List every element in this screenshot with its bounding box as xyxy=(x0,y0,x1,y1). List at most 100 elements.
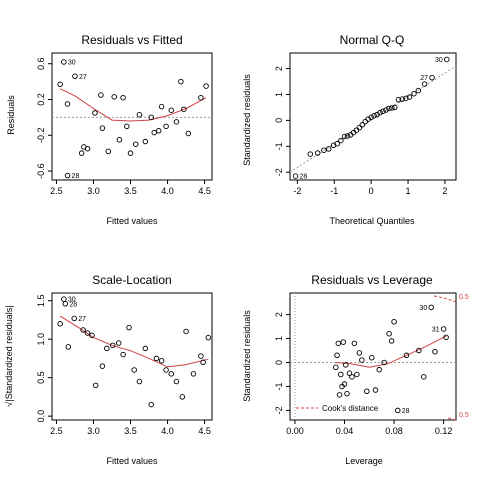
data-point xyxy=(362,118,369,125)
data-point xyxy=(368,114,374,121)
point-label: 27 xyxy=(78,316,86,323)
y-tick-label: -2 xyxy=(274,168,284,176)
smooth-line xyxy=(59,315,209,368)
plot-area: -2 -1 0 1 2 -2 -1 0 1 2 28 27 30 xyxy=(274,52,457,196)
data-point xyxy=(57,321,63,327)
data-point xyxy=(386,105,392,112)
data-point xyxy=(443,334,449,341)
data-point xyxy=(336,392,343,398)
data-point xyxy=(148,401,155,408)
data-point xyxy=(99,125,106,131)
data-point xyxy=(131,367,137,373)
data-point xyxy=(158,103,165,110)
data-point xyxy=(349,374,355,380)
data-point xyxy=(158,357,165,364)
x-tick-label: 4.0 xyxy=(161,186,174,196)
data-point xyxy=(92,110,98,116)
legend-entry: Cook's distance xyxy=(322,404,379,413)
y-axis-label: Standardized residuals xyxy=(242,310,252,402)
data-point xyxy=(341,133,348,140)
data-point xyxy=(380,108,386,115)
data-point xyxy=(163,367,169,373)
data-point xyxy=(314,150,321,156)
data-point xyxy=(307,151,314,157)
data-point xyxy=(84,330,91,336)
data-point xyxy=(364,388,370,394)
panel-normal-qq: Normal Q-Q Theoretical Quantiles Standar… xyxy=(242,33,457,226)
plot-area: 2.5 3.0 3.5 4.0 4.5 -0.6 -0.2 0.2 0.6 30 28 27 xyxy=(36,52,213,196)
data-point xyxy=(395,96,402,103)
data-point xyxy=(124,123,130,130)
point-label: 28 xyxy=(69,301,77,308)
cooks-contour xyxy=(433,295,457,303)
point-label: 27 xyxy=(420,75,428,82)
chart-title: Normal Q-Q xyxy=(340,33,405,47)
x-tick-label: 3.5 xyxy=(124,186,137,196)
data-point xyxy=(403,352,410,359)
x-axis-label: Fitted values xyxy=(106,216,158,226)
data-point xyxy=(321,147,327,153)
y-tick-label: 0.0 xyxy=(36,410,46,423)
y-tick-label: -2 xyxy=(274,406,284,414)
panel-residuals-vs-fitted: Residuals vs Fitted Fitted values Residu… xyxy=(6,33,213,226)
data-point xyxy=(342,362,349,368)
data-point xyxy=(392,104,398,111)
y-tick-label: 2 xyxy=(274,66,284,71)
data-point xyxy=(346,370,353,377)
data-point xyxy=(344,390,350,397)
y-tick-label: -1 xyxy=(274,382,284,390)
x-tick-label: 0.12 xyxy=(435,426,453,436)
data-point xyxy=(415,87,422,94)
data-point xyxy=(381,359,387,366)
panel-residuals-vs-leverage: Residuals vs Leverage Leverage Standardi… xyxy=(242,273,469,466)
data-point xyxy=(173,378,180,385)
point-label: 30 xyxy=(419,305,427,312)
data-point xyxy=(92,382,99,389)
x-tick-label: 3.5 xyxy=(124,426,137,436)
y-axis-label: √|Standardized residuals| xyxy=(4,305,14,406)
data-point xyxy=(115,340,122,346)
data-point xyxy=(198,353,204,359)
smooth-line xyxy=(335,335,447,368)
chart-title: Residuals vs Fitted xyxy=(81,33,182,47)
data-point xyxy=(99,363,106,369)
data-point xyxy=(178,78,184,85)
data-point xyxy=(338,371,344,378)
data-point xyxy=(376,366,382,373)
data-point xyxy=(292,173,299,179)
point-label: 30 xyxy=(435,57,443,64)
data-point xyxy=(444,56,450,63)
point-label: 28 xyxy=(402,408,410,415)
data-point xyxy=(421,374,427,380)
data-point xyxy=(388,338,395,344)
data-point xyxy=(190,371,197,377)
data-point xyxy=(340,339,347,345)
data-point xyxy=(333,364,339,371)
data-point xyxy=(109,342,116,349)
x-tick-label: 0.08 xyxy=(385,426,403,436)
data-point xyxy=(406,94,413,100)
x-tick-label: -1 xyxy=(330,186,338,196)
data-point xyxy=(344,133,351,139)
y-tick-label: -0.2 xyxy=(36,128,46,144)
data-point xyxy=(120,351,126,358)
data-point xyxy=(205,334,212,341)
data-point xyxy=(148,114,155,121)
data-point xyxy=(168,107,175,113)
x-tick-label: 0.04 xyxy=(336,426,354,436)
plot-frame xyxy=(289,52,457,181)
data-point xyxy=(181,106,187,113)
x-tick-label: 3.0 xyxy=(87,426,100,436)
data-point xyxy=(64,172,71,179)
x-tick-label: 4.0 xyxy=(161,426,174,436)
data-point xyxy=(389,105,395,111)
data-point xyxy=(168,371,175,377)
data-point xyxy=(84,145,91,152)
data-point xyxy=(179,394,186,400)
point-label: 28 xyxy=(300,174,308,181)
data-point xyxy=(173,119,180,125)
point-label: 27 xyxy=(79,74,87,81)
data-point xyxy=(151,129,157,136)
y-tick-label: 1.5 xyxy=(36,294,46,307)
